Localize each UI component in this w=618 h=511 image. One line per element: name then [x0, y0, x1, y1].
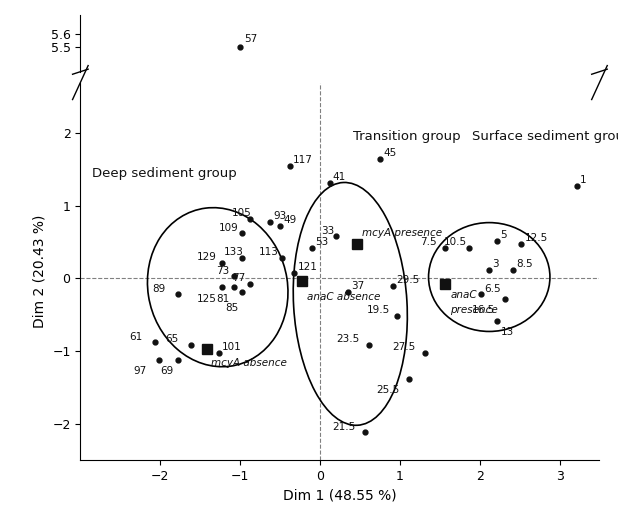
Text: 129: 129	[197, 252, 217, 262]
Text: 93: 93	[274, 211, 287, 221]
Text: 69: 69	[160, 366, 174, 377]
Text: 6.5: 6.5	[485, 284, 501, 294]
Text: 12.5: 12.5	[525, 233, 548, 243]
Text: 73: 73	[216, 266, 229, 275]
Y-axis label: Dim 2 (20.43 %): Dim 2 (20.43 %)	[33, 215, 47, 328]
Text: 49: 49	[283, 216, 297, 225]
Text: 85: 85	[225, 303, 238, 313]
Text: 77: 77	[232, 273, 245, 283]
Text: 29.5: 29.5	[397, 275, 420, 285]
Text: 27.5: 27.5	[392, 342, 415, 352]
Text: 65: 65	[165, 334, 178, 344]
Text: 97: 97	[133, 366, 146, 377]
Text: 23.5: 23.5	[336, 334, 359, 344]
Text: Transition group: Transition group	[353, 130, 461, 144]
Text: Deep sediment group: Deep sediment group	[92, 167, 237, 180]
Text: 16.5: 16.5	[472, 306, 495, 315]
Text: 61: 61	[129, 332, 142, 341]
Text: 37: 37	[351, 281, 365, 291]
Text: mcyA absence: mcyA absence	[211, 358, 287, 367]
Text: 45: 45	[383, 148, 396, 158]
Text: 33: 33	[321, 225, 335, 236]
Text: 13: 13	[501, 327, 514, 337]
Text: 113: 113	[259, 247, 279, 258]
Text: 53: 53	[315, 237, 328, 247]
Text: anaC absence: anaC absence	[307, 292, 381, 301]
Text: 109: 109	[219, 223, 239, 233]
Text: 41: 41	[332, 172, 346, 182]
Text: 25.5: 25.5	[376, 385, 399, 395]
Text: 1: 1	[580, 175, 587, 185]
Text: 57: 57	[244, 34, 257, 43]
Text: 8.5: 8.5	[517, 259, 533, 269]
Text: 21.5: 21.5	[332, 422, 355, 431]
Text: 121: 121	[298, 262, 318, 272]
Text: 125: 125	[197, 294, 217, 304]
Text: presence: presence	[450, 305, 498, 315]
X-axis label: Dim 1 (48.55 %): Dim 1 (48.55 %)	[283, 488, 397, 502]
Text: 117: 117	[293, 155, 313, 165]
Text: 19.5: 19.5	[367, 306, 391, 315]
Text: mcyA presence: mcyA presence	[362, 228, 442, 238]
Text: 89: 89	[152, 284, 166, 294]
Text: 10.5: 10.5	[444, 237, 467, 247]
Text: 7.5: 7.5	[420, 237, 436, 247]
Text: 3: 3	[493, 259, 499, 269]
Text: 81: 81	[216, 294, 229, 304]
Text: 101: 101	[222, 342, 242, 352]
Text: 133: 133	[224, 247, 244, 258]
Text: Surface sediment group: Surface sediment group	[472, 130, 618, 144]
Text: 105: 105	[232, 208, 252, 218]
Text: anaC: anaC	[450, 290, 476, 300]
Text: 5: 5	[501, 230, 507, 240]
